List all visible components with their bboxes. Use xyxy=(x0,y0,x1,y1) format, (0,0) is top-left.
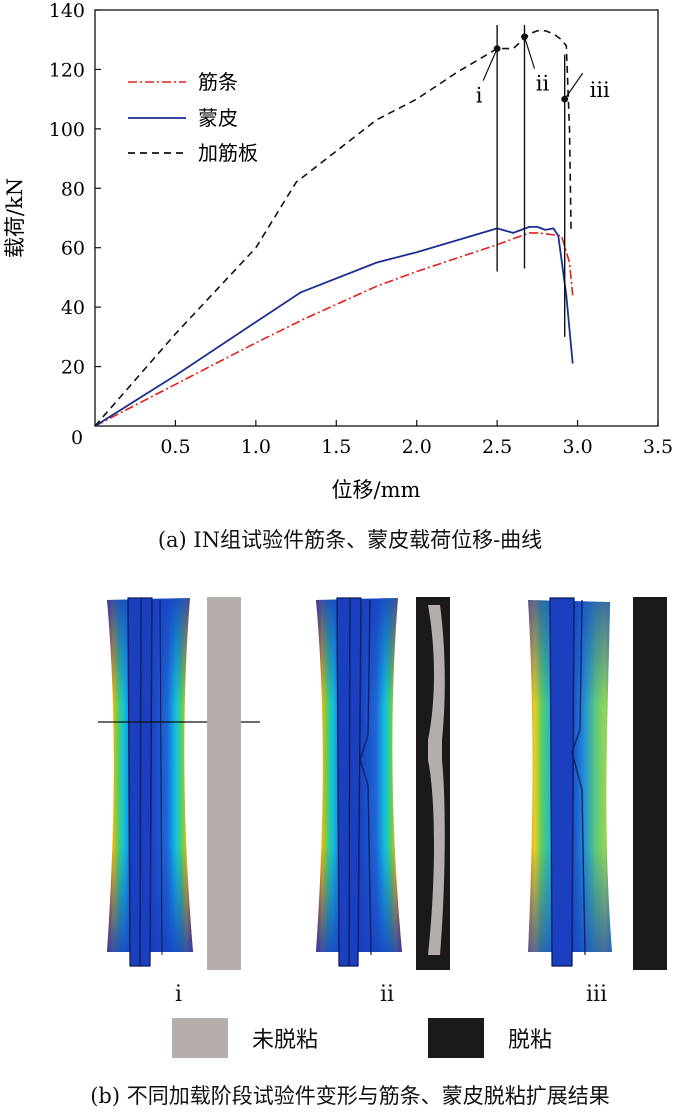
stage-marker-point-ii xyxy=(521,33,528,41)
x-tick-label: 1.0 xyxy=(241,436,271,458)
legend-label-skin: 蒙皮 xyxy=(198,106,238,130)
specimen-i-edge2 xyxy=(159,599,163,956)
series-layer xyxy=(94,29,574,427)
specimen-ii-contour xyxy=(316,597,402,967)
x-axis-label: 位移/mm xyxy=(332,478,421,502)
y-tick-label: 140 xyxy=(49,0,85,22)
caption-a: (a) IN组试验件筋条、蒙皮载荷位移-曲线 xyxy=(157,528,543,552)
y-tick-label: 80 xyxy=(61,178,85,200)
x-tick-label: 2.0 xyxy=(402,436,432,458)
stage-label-i: i xyxy=(175,982,183,1007)
specimen-i-edge xyxy=(139,597,142,967)
specimen-iii-kink xyxy=(571,599,586,956)
legend: 筋条 蒙皮 加筋板 xyxy=(128,70,258,165)
y-tick-label: 20 xyxy=(61,357,85,379)
specimen-iii-contour xyxy=(528,597,612,967)
legend-bonded-label: 未脱粘 xyxy=(252,1028,319,1053)
specimen-i-contour xyxy=(98,597,260,967)
stage-label-ii: ii xyxy=(380,982,395,1007)
interface-map-iii xyxy=(633,597,667,970)
y-tick-label: 100 xyxy=(49,119,85,141)
x-tick-label: 1.5 xyxy=(321,436,351,458)
series-line-1 xyxy=(94,225,574,427)
annotation-layer: i ii iii xyxy=(476,24,610,337)
stage-label-iii: iii xyxy=(586,982,608,1007)
origin-label: 0 xyxy=(71,427,83,449)
series-line-2 xyxy=(94,29,572,427)
plot-frame xyxy=(94,9,659,427)
interface-map-ii-debond xyxy=(416,597,450,970)
legend-label-panel: 加筋板 xyxy=(198,141,258,165)
legend-bonded-swatch xyxy=(172,1018,228,1058)
interface-map-ii xyxy=(416,597,450,970)
interface-map-i xyxy=(207,597,241,970)
legend-debonded-label: 脱粘 xyxy=(508,1028,553,1053)
load-displacement-chart: 0.5 1.0 1.5 2.0 2.5 3.0 3.5 20 40 60 80 100 120 140 i… xyxy=(3,0,673,502)
legend-debonded: 脱粘 xyxy=(428,1018,552,1058)
specimen-ii-kink xyxy=(359,599,372,956)
stage-annotation-i: i xyxy=(476,84,483,108)
stage-leader-i xyxy=(482,48,498,81)
legend-debonded-swatch xyxy=(428,1018,484,1058)
specimen-ii-edge xyxy=(348,597,351,967)
stage-leader-ii xyxy=(523,36,536,69)
stage-leader-iii xyxy=(564,72,584,100)
x-tick-label: 0.5 xyxy=(160,436,190,458)
stage-annotation-iii: iii xyxy=(590,78,610,102)
x-tick-label: 2.5 xyxy=(482,436,512,458)
x-tick-label: 3.0 xyxy=(562,436,592,458)
caption-b: (b) 不同加载阶段试验件变形与筋条、蒙皮脱粘扩展结果 xyxy=(90,1084,610,1108)
specimen-iii-stiffener xyxy=(549,597,575,967)
legend-bonded: 未脱粘 xyxy=(172,1018,318,1058)
legend-label-rib: 筋条 xyxy=(198,70,238,94)
x-tick-label: 3.5 xyxy=(643,436,673,458)
y-tick-label: 40 xyxy=(61,297,85,319)
y-tick-label: 60 xyxy=(61,238,85,260)
y-tick-label: 120 xyxy=(49,59,85,81)
axis-ticks: 0.5 1.0 1.5 2.0 2.5 3.0 3.5 20 40 60 80 100 120 140 xyxy=(49,0,673,458)
series-line-0 xyxy=(94,232,574,427)
y-axis-label: 载荷/kN xyxy=(3,178,27,258)
stage-annotation-ii: ii xyxy=(536,72,550,96)
